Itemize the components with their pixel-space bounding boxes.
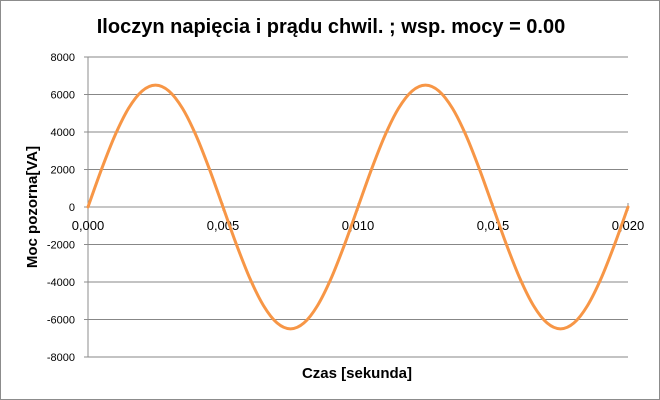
x-tick-label: 0,000 — [72, 218, 105, 233]
x-tick-label: 0,005 — [207, 218, 240, 233]
y-tick-label: 4000 — [51, 127, 75, 139]
y-tick-label: -4000 — [47, 277, 75, 289]
x-axis-label: Czas [sekunda] — [302, 365, 412, 382]
series-line — [86, 83, 630, 331]
y-axis-label: Moc pozorna[VA] — [24, 146, 41, 268]
y-tick-label: -8000 — [47, 352, 75, 364]
x-tick-label: 0,015 — [477, 218, 510, 233]
y-tick-label: -6000 — [47, 315, 75, 327]
x-tick-label: 0,010 — [342, 218, 375, 233]
x-tick-label: 0,020 — [612, 218, 645, 233]
y-axis-ticks: 8000 6000 4000 2000 0 -2000 -4000 -6000 -8000 — [47, 52, 88, 364]
y-tick-label: 8000 — [51, 52, 75, 64]
chart-title: Iloczyn napięcia i prądu chwil. ; wsp. m… — [97, 16, 566, 38]
y-tick-label: 6000 — [51, 90, 75, 102]
y-tick-label: 0 — [69, 202, 75, 214]
y-tick-label: -2000 — [47, 240, 75, 252]
y-tick-label: 2000 — [51, 165, 75, 177]
